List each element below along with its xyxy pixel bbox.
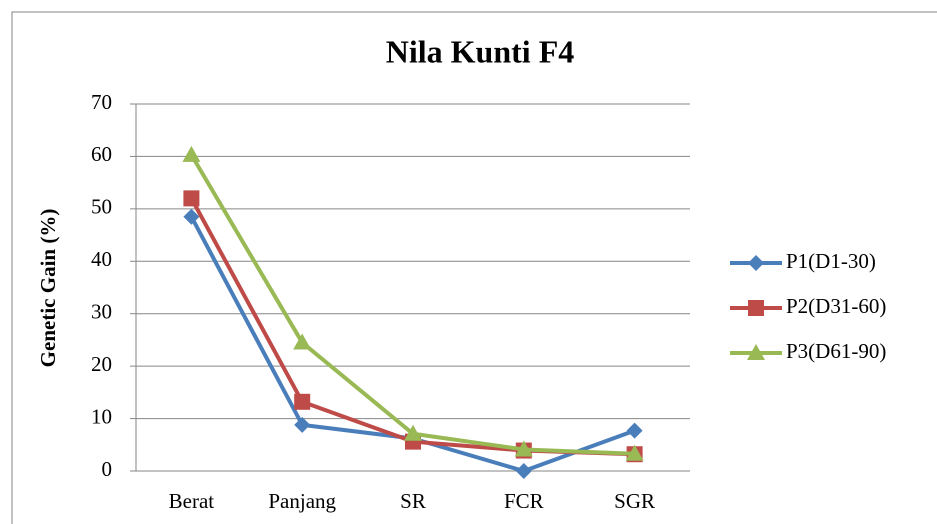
marker bbox=[404, 424, 422, 441]
marker bbox=[514, 440, 533, 457]
x-tick-label: SR bbox=[400, 489, 426, 513]
marker bbox=[625, 444, 644, 461]
legend-label: P1(D1-30) bbox=[786, 249, 876, 273]
y-axis-label: Genetic Gain (%) bbox=[36, 209, 60, 368]
y-tick-label: 0 bbox=[102, 457, 113, 481]
marker bbox=[293, 333, 312, 350]
marker bbox=[626, 422, 643, 439]
y-tick-label: 70 bbox=[91, 90, 112, 114]
legend-marker bbox=[747, 344, 765, 360]
x-tick-label: Berat bbox=[169, 489, 215, 513]
x-tick-label: FCR bbox=[504, 489, 544, 513]
y-tick-label: 20 bbox=[91, 352, 112, 376]
y-tick-label: 30 bbox=[91, 300, 112, 324]
x-tick-label: Panjang bbox=[268, 489, 336, 513]
marker bbox=[515, 463, 532, 479]
legend-label: P3(D61-90) bbox=[786, 339, 886, 363]
marker bbox=[294, 393, 311, 410]
y-tick-label: 10 bbox=[91, 404, 112, 428]
chart-title: Nila Kunti F4 bbox=[386, 33, 574, 69]
marker bbox=[182, 145, 201, 162]
marker bbox=[183, 190, 200, 207]
x-tick-label: SGR bbox=[614, 489, 655, 513]
legend-marker bbox=[748, 300, 764, 316]
y-tick-label: 60 bbox=[91, 142, 112, 166]
legend-marker bbox=[748, 255, 764, 271]
marker bbox=[183, 208, 200, 225]
marker bbox=[294, 416, 311, 433]
y-tick-label: 40 bbox=[91, 247, 112, 271]
chart-frame bbox=[11, 11, 937, 524]
y-tick-label: 50 bbox=[91, 195, 112, 219]
legend-label: P2(D31-60) bbox=[786, 294, 886, 318]
